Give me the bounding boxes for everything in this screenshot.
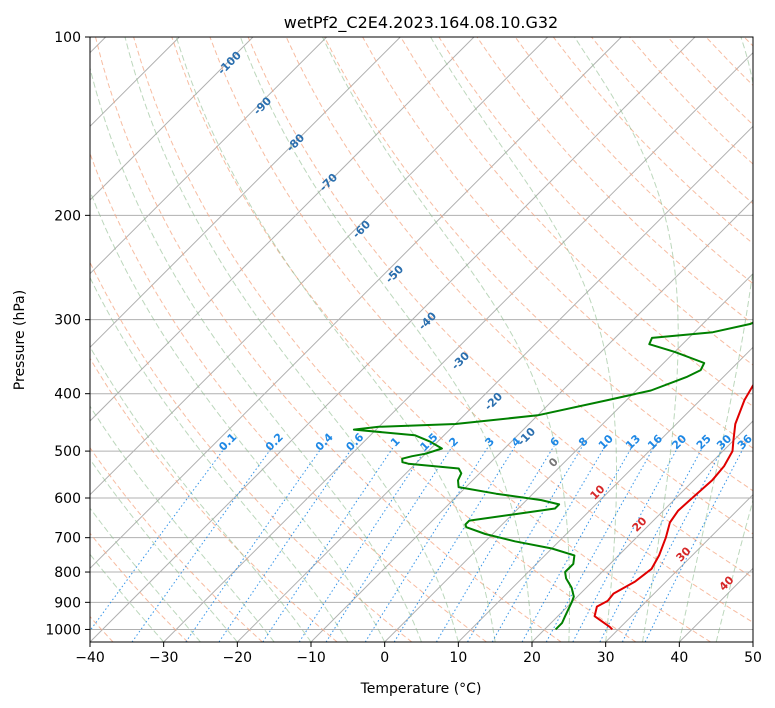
dry-adiabat: [90, 532, 189, 642]
isotherm: [90, 37, 254, 201]
isotherm: [531, 420, 753, 642]
dry-adiabat: [171, 37, 711, 642]
y-tick-label: 200: [54, 208, 81, 224]
x-tick-label: −30: [149, 650, 179, 666]
x-tick-label: 20: [523, 650, 541, 666]
series-lines: [352, 321, 753, 631]
moist-adiabat: [574, 37, 679, 642]
moist-adiabat: [90, 458, 238, 642]
mixing-ratio-line: [185, 445, 324, 642]
isotherm: [236, 125, 753, 642]
moist-adiabat: [322, 37, 571, 642]
y-tick-label: 800: [54, 565, 81, 581]
isotherm: [90, 37, 549, 496]
dry-adiabat: [90, 152, 487, 642]
y-tick-label: 100: [54, 30, 81, 46]
isotherm: [457, 346, 753, 642]
isotherm: [90, 37, 401, 349]
dry-adiabat: [209, 37, 753, 623]
dry-adiabat: [323, 37, 753, 492]
moist-adiabat: [90, 553, 165, 642]
mixing-ratio-line: [644, 445, 746, 642]
y-tick-label: 500: [54, 444, 81, 460]
mixing-ratio-line: [325, 445, 454, 642]
y-axis-label: Pressure (hPa): [12, 290, 28, 390]
mixing-ratio-line: [521, 445, 633, 642]
y-tick-label: 700: [54, 531, 81, 547]
moist-adiabat: [90, 405, 275, 642]
chart-title: wetPf2_C2E4.2023.164.08.10.G32: [284, 13, 558, 33]
mixing-ratio-line: [621, 445, 725, 642]
isotherm: [384, 272, 753, 642]
dry-adiabat: [90, 446, 263, 642]
dewpoint-profile: [352, 321, 753, 631]
x-tick-label: −20: [223, 650, 253, 666]
dry-adiabat: [438, 37, 753, 366]
isotherm: [163, 51, 753, 642]
mixing-ratio-line: [467, 445, 584, 642]
background-lines: [90, 37, 753, 642]
dry-adiabat: [90, 357, 338, 642]
temperature-profile: [593, 383, 753, 631]
moist-adiabat: [678, 37, 753, 642]
isotherm: [90, 37, 622, 570]
moist-adiabat: [90, 65, 422, 642]
dry-adiabat: [514, 37, 753, 285]
y-tick-label: 300: [54, 313, 81, 329]
x-axis-label: Temperature (°C): [360, 681, 482, 697]
moist-adiabat: [90, 345, 312, 642]
dry-adiabat: [247, 37, 753, 579]
x-tick-label: 10: [449, 650, 467, 666]
y-tick-label: 1000: [45, 622, 81, 638]
y-tick-label: 400: [54, 387, 81, 403]
moist-adiabat: [239, 37, 533, 642]
moist-adiabat: [124, 37, 459, 642]
x-tick-label: 50: [744, 650, 762, 666]
y-tick-label: 600: [54, 491, 81, 507]
dry-adiabat: [400, 37, 753, 407]
axis-ticks: −40 −30 −20 −10 0 10 20 30 40 50 100 200 300 400 500 60…: [45, 30, 762, 666]
isotherm: [605, 493, 753, 642]
moist-adiabat: [430, 37, 617, 642]
x-tick-label: 40: [670, 650, 688, 666]
x-tick-label: −40: [75, 650, 105, 666]
dry-adiabat: [133, 37, 637, 642]
moist-adiabat: [90, 507, 201, 642]
mixing-ratio-line: [435, 445, 555, 642]
mixing-ratio-line: [298, 445, 429, 642]
moist-adiabat: [90, 276, 349, 642]
x-tick-label: 30: [597, 650, 615, 666]
mixing-ratio-line: [131, 445, 274, 642]
mixing-ratio-line: [262, 445, 395, 642]
moist-adiabat: [175, 37, 496, 642]
mixing-ratio-line: [545, 445, 656, 642]
plot-frame: [89, 36, 754, 643]
mixing-ratio-line: [364, 445, 490, 642]
x-tick-label: 0: [380, 650, 389, 666]
isotherm: [90, 37, 475, 422]
mixing-ratio-line: [218, 445, 355, 642]
mixing-ratio-line: [393, 445, 516, 642]
dry-adiabat: [95, 37, 562, 642]
x-tick-label: −10: [296, 650, 326, 666]
moist-adiabat: [90, 189, 386, 642]
isotherm: [90, 37, 328, 275]
y-tick-label: 900: [54, 595, 81, 611]
